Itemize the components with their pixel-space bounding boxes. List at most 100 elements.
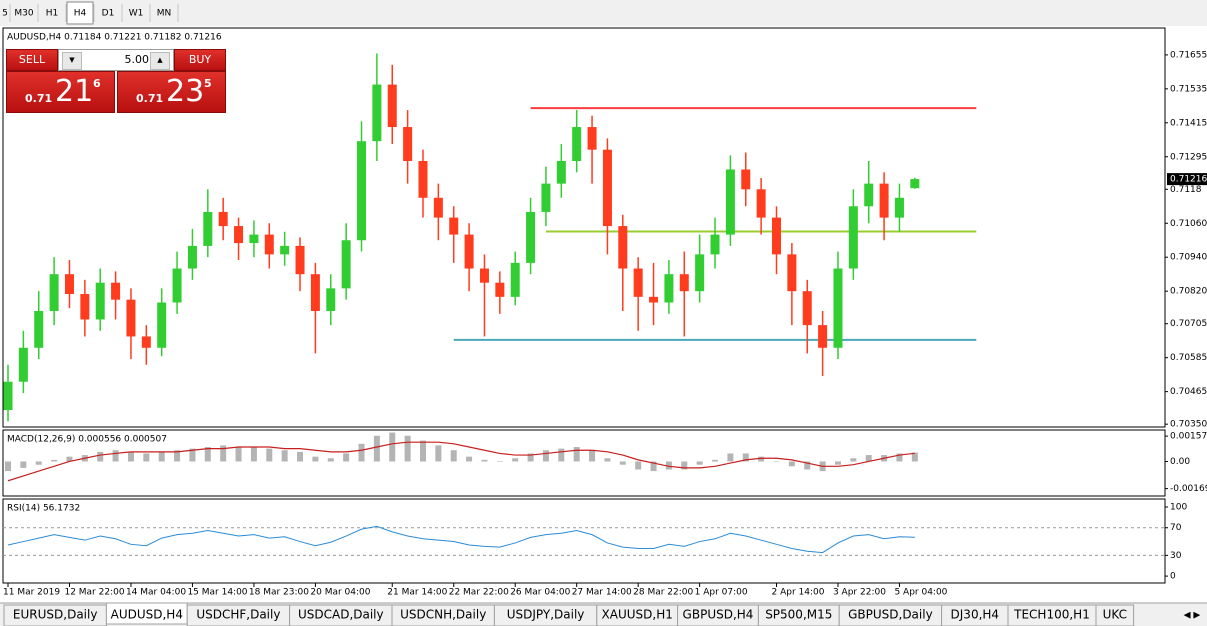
macd-bar	[650, 461, 657, 472]
candle-body	[234, 226, 244, 244]
x-tick-label: 20 Mar 04:00	[310, 588, 370, 598]
tab-label[interactable]: AUDUSD,H4	[111, 608, 183, 622]
timeframe-button[interactable]: 5	[2, 9, 8, 19]
macd-bar	[435, 445, 442, 462]
ask-big: 23	[166, 74, 205, 109]
ask-price[interactable]: 0.71 23 5	[117, 71, 226, 113]
tab-label[interactable]: XAUUSD,H1	[602, 608, 673, 622]
ask-small: 5	[204, 77, 212, 90]
tab-label[interactable]: USDCNH,Daily	[400, 608, 486, 622]
y-tick-label: 0.70465	[1170, 387, 1207, 397]
macd-bar	[911, 452, 918, 462]
candle-body	[464, 234, 474, 269]
candle-body	[449, 217, 459, 235]
candle-body	[894, 197, 904, 218]
buy-button[interactable]: BUY	[174, 49, 226, 71]
candle-body	[602, 149, 612, 227]
y-tick-label: 0.70940	[1170, 253, 1207, 263]
macd-bar	[635, 461, 642, 470]
signal-line	[7, 441, 915, 482]
macd-bar	[235, 447, 242, 462]
timeframe-button[interactable]: H4	[74, 9, 87, 19]
candle-body	[572, 127, 582, 161]
tab-label[interactable]: SP500,M15	[765, 608, 832, 622]
tab-label[interactable]: EURUSD,Daily	[13, 608, 98, 622]
tab-label[interactable]: DJ30,H4	[951, 608, 1000, 622]
candle-body	[49, 274, 59, 311]
candle-body	[187, 245, 197, 269]
indicator-title: AUDUSD,H4 0.71184 0.71221 0.71182 0.7121…	[7, 33, 222, 43]
macd-bar	[158, 451, 165, 462]
x-tick-label: 2 Apr 14:00	[772, 588, 825, 598]
bid-price[interactable]: 0.71 21 6	[6, 71, 115, 113]
candle-body	[664, 274, 674, 303]
y-tick-label: 100	[1170, 503, 1187, 513]
tab-label[interactable]: GBPUSD,H4	[683, 608, 754, 622]
timeframe-button[interactable]: W1	[129, 9, 144, 19]
tab-label[interactable]: UKC	[1103, 608, 1127, 622]
timeframe-button[interactable]: MN	[157, 9, 172, 19]
candle-body	[80, 294, 90, 320]
candle-body	[341, 240, 351, 289]
candle-body	[495, 282, 505, 297]
candle-body	[879, 183, 889, 218]
candle-body	[802, 291, 812, 326]
candle-body	[725, 169, 735, 235]
tab-label[interactable]: USDJPY,Daily	[507, 608, 585, 622]
candle-body	[618, 226, 628, 269]
macd-bar	[727, 453, 734, 462]
macd-bar	[696, 461, 703, 465]
candle-body	[556, 161, 566, 184]
volume-box[interactable]: ▼ 5.00 ▲	[58, 49, 174, 71]
volume-up[interactable]: ▲	[150, 52, 170, 70]
candle-body	[479, 268, 489, 283]
y-tick-label: 0	[1170, 572, 1176, 582]
tab-label[interactable]: TECH100,H1	[1013, 608, 1090, 622]
candle-body	[126, 299, 136, 337]
timeframe-button[interactable]: M30	[14, 9, 33, 19]
macd-bar	[35, 461, 42, 465]
y-tick-label: 0.7118	[1170, 185, 1202, 195]
tab-scroll-arrows: ◀ ▶	[1184, 611, 1201, 621]
x-tick-label: 3 Apr 22:00	[833, 588, 886, 598]
timeframe-active	[66, 1, 94, 25]
y-tick-label: 0.71415	[1170, 118, 1207, 128]
y-tick-label: 0.70585	[1170, 353, 1207, 363]
y-tick-label: 0.71060	[1170, 219, 1207, 229]
x-tick-label: 18 Mar 23:00	[249, 588, 309, 598]
y-tick-label: 0.71655	[1170, 50, 1207, 60]
macd-bar	[865, 455, 872, 462]
candle-body	[172, 268, 182, 303]
candle-body	[249, 234, 259, 244]
macd-bar	[758, 456, 765, 462]
macd-bar	[97, 451, 104, 462]
tab[interactable]	[1095, 604, 1135, 626]
candle-body	[280, 245, 290, 255]
candle-body	[403, 127, 413, 161]
candle-body	[357, 141, 367, 241]
macd-bar	[558, 448, 565, 462]
candle-body	[326, 288, 336, 311]
candle-body	[264, 234, 274, 255]
bid-prefix: 0.71	[25, 92, 53, 105]
macd-bar	[204, 447, 211, 462]
x-tick-label: 27 Mar 14:00	[572, 588, 632, 598]
candle-body	[848, 206, 858, 269]
candle-body	[418, 161, 428, 198]
macd-bar	[512, 458, 519, 462]
timeframe-button[interactable]: D1	[102, 9, 115, 19]
volume-down[interactable]: ▼	[62, 52, 82, 70]
tab-label[interactable]: USDCHF,Daily	[196, 608, 280, 622]
tab-label[interactable]: GBPUSD,Daily	[848, 608, 933, 622]
timeframe-button[interactable]: H1	[46, 9, 59, 19]
y-tick-label: 0.70350	[1170, 420, 1207, 430]
candle-body	[710, 234, 720, 255]
macd-bar	[712, 459, 719, 462]
y-tick-label: 70	[1170, 523, 1182, 533]
y-tick-label: 0.71295	[1170, 152, 1207, 162]
tab-label[interactable]: USDCAD,Daily	[298, 608, 384, 622]
y-tick-label: 30	[1170, 551, 1182, 561]
sell-button[interactable]: SELL	[6, 49, 58, 71]
x-tick-label: 22 Mar 22:00	[449, 588, 509, 598]
panel-frame	[2, 498, 1166, 584]
